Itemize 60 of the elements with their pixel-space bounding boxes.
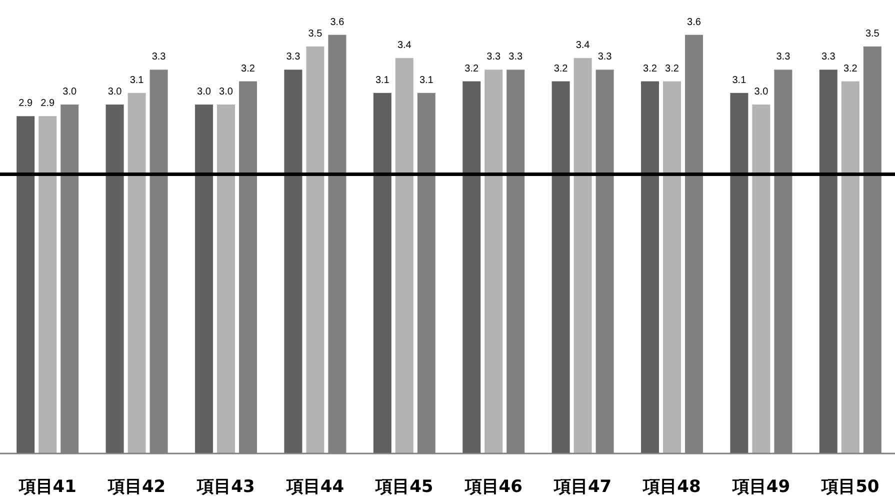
data-label: 3.0 <box>62 86 77 98</box>
bar <box>462 81 481 453</box>
x-tick-label: 項目48 <box>642 477 701 497</box>
data-label: 3.1 <box>130 74 144 86</box>
bar <box>552 81 570 453</box>
data-label: 3.2 <box>643 63 658 74</box>
data-label: 3.6 <box>330 16 345 28</box>
data-label: 3.3 <box>598 52 612 63</box>
data-label: 3.4 <box>397 40 412 52</box>
bar <box>306 46 324 453</box>
x-tick-label: 項目44 <box>285 477 344 497</box>
bar <box>128 92 146 453</box>
x-tick-label: 項目46 <box>464 477 522 497</box>
data-label: 3.1 <box>732 74 747 86</box>
bar <box>217 104 235 453</box>
x-tick-label: 項目47 <box>552 477 612 497</box>
bar <box>16 116 35 453</box>
data-label: 2.9 <box>40 98 55 110</box>
data-label: 3.3 <box>508 52 523 63</box>
data-label: 3.0 <box>197 86 212 98</box>
data-label: 3.3 <box>776 52 791 63</box>
data-label: 3.1 <box>375 74 390 86</box>
bar <box>752 104 770 453</box>
data-label: 3.3 <box>821 52 836 63</box>
bar <box>106 104 124 453</box>
data-label: 3.6 <box>687 16 702 28</box>
bar <box>38 116 57 453</box>
x-tick-label: 項目42 <box>106 477 166 497</box>
data-label: 3.3 <box>286 52 301 63</box>
data-label: 3.2 <box>665 63 680 74</box>
data-label: 3.0 <box>754 86 769 98</box>
data-label: 3.1 <box>419 74 434 86</box>
bar <box>195 104 213 453</box>
x-tick-label: 項目41 <box>18 477 76 497</box>
bar <box>395 58 414 453</box>
x-tick-label: 項目50 <box>820 477 880 497</box>
data-label: 2.9 <box>18 98 33 110</box>
data-label: 3.0 <box>108 86 122 98</box>
data-label: 3.2 <box>241 63 256 74</box>
data-label: 3.2 <box>843 63 858 74</box>
bar <box>574 58 592 453</box>
data-label: 3.0 <box>219 86 234 98</box>
data-label: 3.3 <box>152 52 166 63</box>
bar <box>284 70 302 453</box>
bar <box>373 92 392 453</box>
x-tick-label: 項目49 <box>731 477 790 497</box>
data-label: 3.3 <box>486 52 501 63</box>
bar <box>841 81 860 453</box>
bar <box>730 92 748 453</box>
data-label: 3.4 <box>576 40 590 52</box>
bar <box>819 70 838 453</box>
x-tick-label: 項目43 <box>196 477 255 497</box>
bar <box>641 81 659 453</box>
x-tick-label: 項目45 <box>374 477 434 497</box>
bar <box>484 70 503 453</box>
data-label: 3.2 <box>554 63 568 74</box>
data-label: 3.2 <box>464 63 479 74</box>
data-label: 3.5 <box>865 28 880 40</box>
data-label: 3.5 <box>308 28 323 40</box>
bar <box>663 81 681 453</box>
